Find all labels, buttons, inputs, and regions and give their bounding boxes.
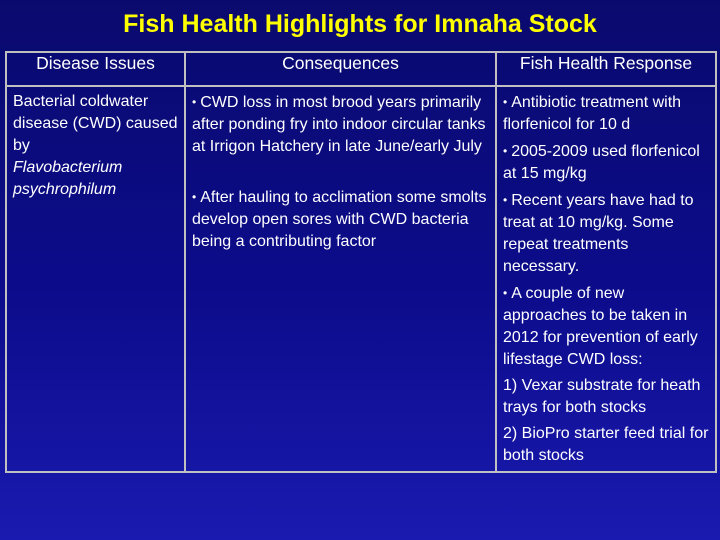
bullet-icon: •	[503, 144, 508, 158]
numbered-item: 2) BioPro starter feed trial for both st…	[503, 425, 709, 464]
disease-issue-text: Bacterial coldwater disease (CWD) caused…	[13, 93, 178, 154]
bullet-icon: •	[192, 190, 197, 204]
response-item: • Recent years have had to treat at 10 mg…	[503, 189, 709, 278]
disease-issue-cell: Bacterial coldwater disease (CWD) caused…	[5, 85, 186, 473]
header-disease-issues: Disease Issues	[5, 51, 186, 87]
bullet-icon: •	[192, 95, 197, 109]
organism-name-genus: Flavobacterium	[13, 159, 123, 176]
table-header-row: Disease Issues Consequences Fish Health …	[5, 51, 717, 87]
response-text: 2005-2009 used florfenicol at 15 mg/kg	[503, 143, 700, 182]
response-text: Antibiotic treatment with florfenicol fo…	[503, 94, 682, 133]
consequence-item: • CWD loss in most brood years primarily …	[192, 91, 489, 158]
response-text: A couple of new approaches to be taken i…	[503, 285, 698, 368]
bullet-icon: •	[503, 286, 508, 300]
numbered-item: 1) Vexar substrate for heath trays for b…	[503, 377, 701, 416]
consequence-item: • After hauling to acclimation some smolt…	[192, 186, 489, 253]
response-item: • A couple of new approaches to be taken …	[503, 282, 709, 371]
consequence-text: After hauling to acclimation some smolts…	[192, 189, 487, 250]
response-text: Recent years have had to treat at 10 mg/…	[503, 192, 694, 275]
response-item: • 2005-2009 used florfenicol at 15 mg/kg	[503, 140, 709, 185]
header-consequences: Consequences	[184, 51, 497, 87]
bullet-icon: •	[503, 95, 508, 109]
table-row: Bacterial coldwater disease (CWD) caused…	[5, 85, 717, 473]
response-item: • Antibiotic treatment with florfenicol f…	[503, 91, 709, 136]
bullet-icon: •	[503, 193, 508, 207]
consequence-text: CWD loss in most brood years primarily a…	[192, 94, 486, 155]
header-fish-health-response: Fish Health Response	[495, 51, 717, 87]
organism-name-species: psychrophilum	[13, 181, 117, 198]
fish-health-table: Disease Issues Consequences Fish Health …	[5, 51, 717, 473]
slide-title: Fish Health Highlights for Imnaha Stock	[123, 10, 597, 38]
response-cell: • Antibiotic treatment with florfenicol f…	[495, 85, 717, 473]
consequences-cell: • CWD loss in most brood years primarily …	[184, 85, 497, 473]
